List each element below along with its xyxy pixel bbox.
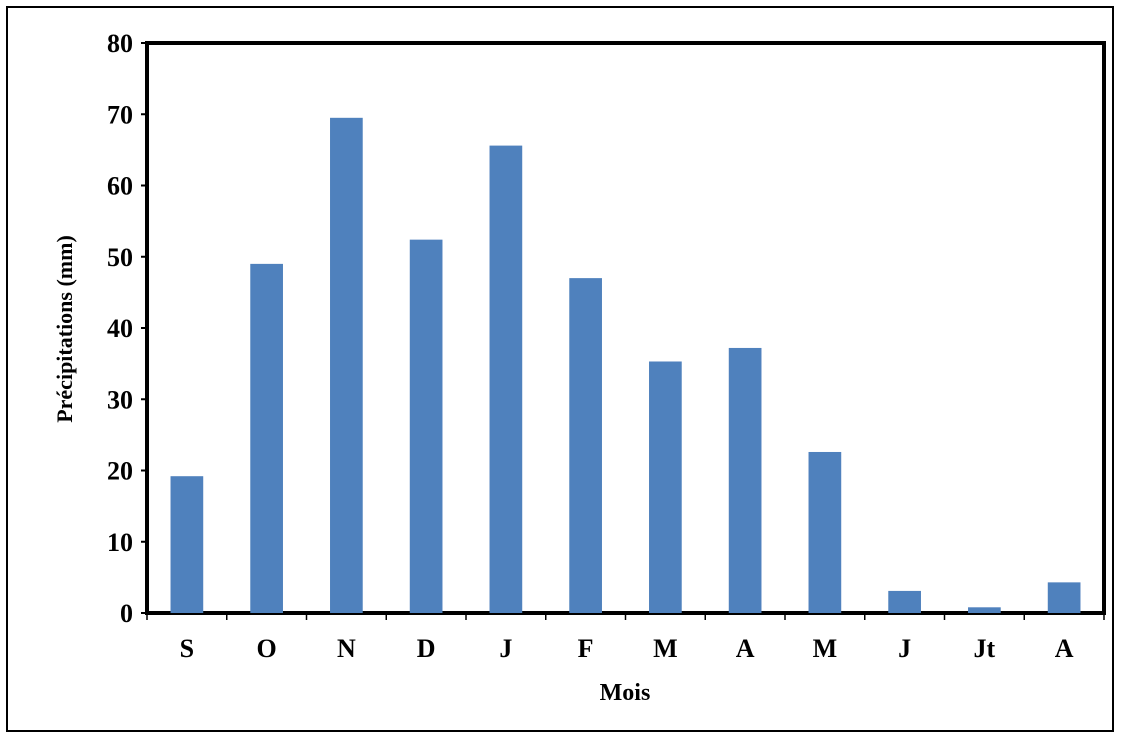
- bar-12: [1047, 582, 1081, 613]
- y-tick-label: 30: [107, 385, 133, 414]
- bar-1: [170, 476, 204, 613]
- x-axis-label: Mois: [600, 680, 651, 706]
- bar-9: [808, 451, 842, 613]
- x-tick-label: J: [499, 634, 512, 663]
- x-tick-label: N: [337, 634, 356, 663]
- y-axis-label: Précipitations (mm): [52, 235, 77, 423]
- bar-5: [489, 145, 523, 613]
- x-tick-label: S: [180, 634, 194, 663]
- x-tick-label: Jt: [974, 634, 996, 663]
- bar-4: [409, 239, 443, 613]
- bar-10: [888, 590, 921, 613]
- bar-7: [649, 361, 682, 613]
- x-tick-label: M: [813, 634, 838, 663]
- x-tick-label: D: [417, 634, 436, 663]
- x-tick-label: O: [257, 634, 277, 663]
- y-tick-label: 70: [107, 100, 133, 129]
- y-tick-label: 10: [107, 528, 133, 557]
- bar-6: [569, 278, 602, 613]
- bar-2: [250, 263, 283, 613]
- y-tick-label: 50: [107, 243, 133, 272]
- bar-8: [728, 347, 762, 613]
- bar-3: [330, 117, 363, 613]
- bar-11: [968, 607, 1001, 613]
- x-tick-label: M: [653, 634, 678, 663]
- x-tick-label: J: [898, 634, 911, 663]
- y-tick-label: 0: [120, 599, 133, 628]
- x-tick-label: F: [578, 634, 594, 663]
- plot-area-border: [145, 41, 1106, 615]
- y-tick-label: 40: [107, 314, 133, 343]
- y-tick-label: 20: [107, 457, 133, 486]
- y-tick-label: 80: [107, 29, 133, 58]
- y-tick-label: 60: [107, 172, 133, 201]
- x-tick-label: A: [1055, 634, 1074, 663]
- x-tick-label: A: [736, 634, 755, 663]
